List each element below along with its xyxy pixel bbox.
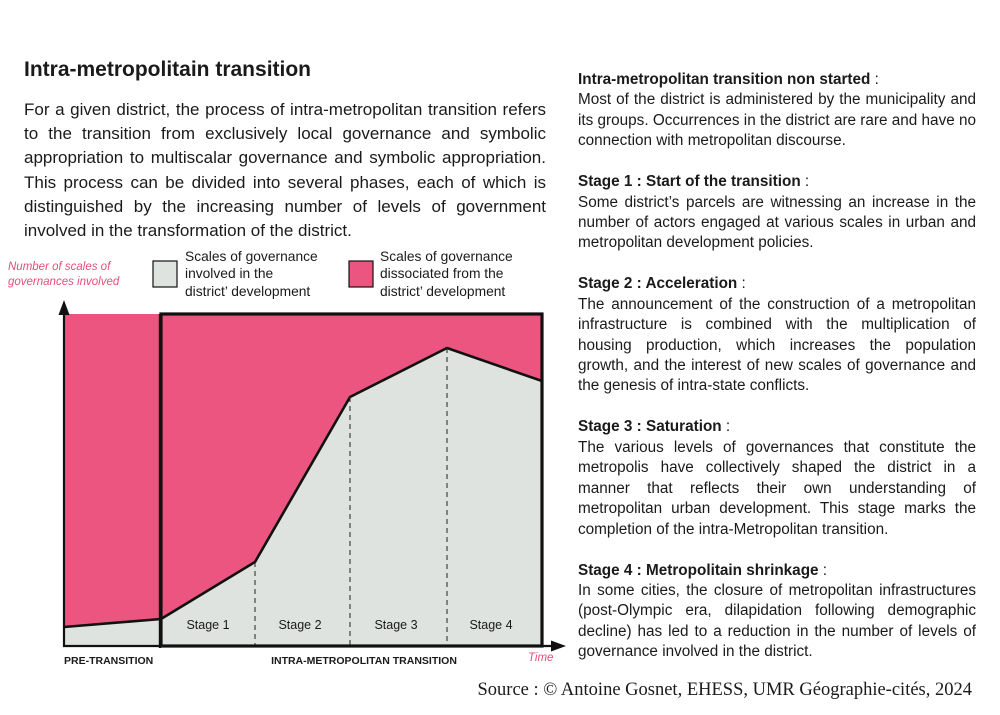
- stage-title: Intra-metropolitan transition non starte…: [578, 71, 871, 88]
- stage-description-non-started: Intra-metropolitan transition non starte…: [578, 70, 976, 152]
- y-axis-label-line1: Number of scales of: [8, 261, 112, 273]
- stage-label-3: Stage 3: [374, 618, 417, 632]
- legend-swatch-dissociated: [348, 260, 374, 288]
- stage-text: The announcement of the construction of …: [578, 295, 976, 395]
- phase-label-pre-transition: PRE-TRANSITION: [64, 655, 153, 667]
- page-title: Intra-metropolitain transition: [24, 58, 312, 81]
- stage-description-4: Stage 4 : Metropolitain shrinkage : In s…: [578, 561, 976, 663]
- stage-text: The various levels of governances that c…: [578, 438, 976, 538]
- stage-description-1: Stage 1 : Start of the transition : Some…: [578, 172, 976, 254]
- intro-paragraph: For a given district, the process of int…: [24, 100, 546, 241]
- stage-label-4: Stage 4: [469, 618, 512, 632]
- stage-descriptions: Intra-metropolitan transition non starte…: [578, 70, 976, 683]
- stage-label-1: Stage 1: [186, 618, 229, 632]
- legend-label-involved: Scales of governance involved in the dis…: [185, 249, 322, 299]
- stage-text: Some district’s parcels are witnessing a…: [578, 193, 976, 252]
- x-axis-label: Time: [528, 652, 553, 664]
- stage-label-2: Stage 2: [278, 618, 321, 632]
- stage-title: Stage 1 : Start of the transition: [578, 173, 801, 191]
- stage-title: Stage 2 : Acceleration: [578, 275, 738, 293]
- y-axis-arrow: [58, 300, 70, 315]
- transition-diagram: Number of scales of governances involved…: [8, 249, 566, 667]
- stage-title: Stage 4 : Metropolitain shrinkage: [578, 561, 819, 579]
- x-axis-arrow: [551, 640, 566, 652]
- source-credit: Source : © Antoine Gosnet, EHESS, UMR Gé…: [477, 680, 972, 700]
- stage-description-2: Stage 2 : Acceleration : The announcemen…: [578, 274, 976, 396]
- stage-title: Stage 3 : Saturation: [578, 418, 722, 436]
- stage-text: In some cities, the closure of metropoli…: [578, 581, 976, 661]
- y-axis-label: Number of scales of governances involved: [8, 261, 120, 288]
- involved-governance-area: [64, 348, 542, 646]
- legend-label-dissociated: Scales of governance dissociated from th…: [380, 249, 517, 299]
- involved-governance-curve: [63, 346, 543, 629]
- pre-transition-dissociated-area: [64, 314, 160, 646]
- legend-swatch-involved: [152, 260, 178, 288]
- stage-description-3: Stage 3 : Saturation : The various level…: [578, 417, 976, 539]
- y-axis-label-line2: governances involved: [8, 276, 120, 288]
- phase-label-intra-transition: INTRA-METROPOLITAN TRANSITION: [271, 655, 457, 667]
- stage-text: Most of the district is administered by …: [578, 91, 976, 150]
